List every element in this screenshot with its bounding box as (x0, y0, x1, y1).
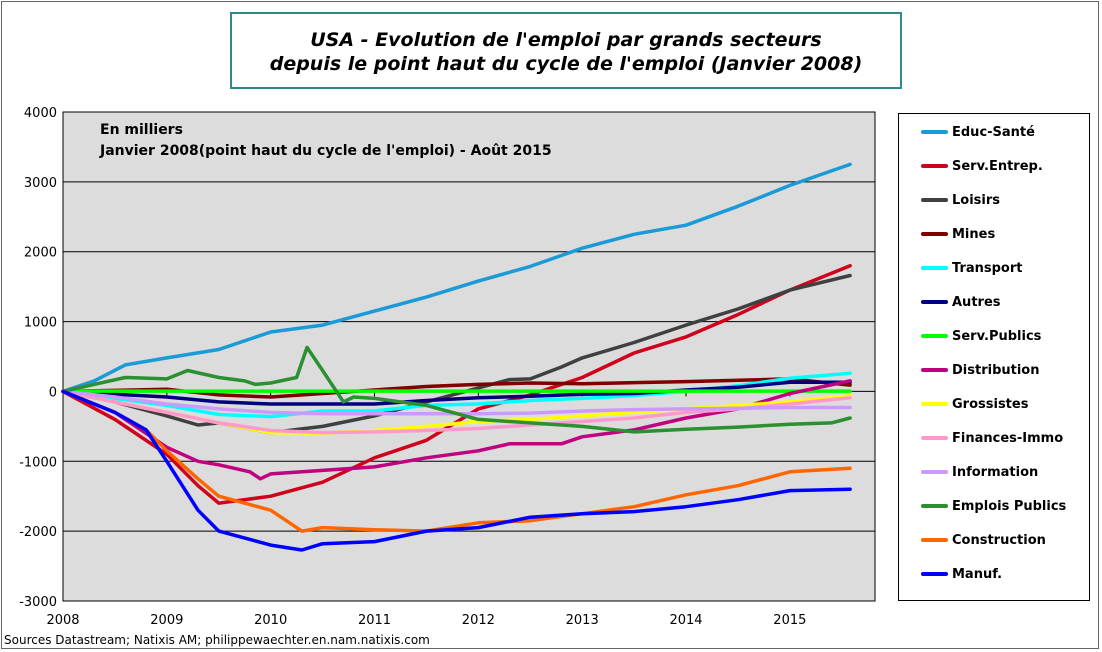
legend-swatch (921, 368, 948, 372)
series-line-serv-entrep- (61, 263, 852, 505)
legend-label: Finances-Immo (952, 430, 1064, 446)
legend-label: Transport (952, 260, 1023, 276)
chart-title-line-1: USA - Evolution de l'emploi par grands s… (310, 29, 822, 51)
legend-item: Mines (921, 226, 996, 242)
series-line-emplois-publics (61, 345, 852, 434)
legend-item: Loisirs (921, 192, 1001, 208)
y-tick-label: -2000 (19, 525, 57, 540)
series-line-construction (61, 389, 852, 533)
legend-item: Finances-Immo (921, 430, 1064, 446)
legend-label: Emplois Publics (952, 498, 1067, 514)
legend-swatch (921, 232, 948, 236)
y-tick-label: 3000 (24, 176, 57, 191)
legend-label: Loisirs (952, 192, 1001, 208)
legend-label: Manuf. (952, 566, 1003, 582)
x-tick-label: 2008 (46, 613, 79, 628)
series-line-finances-immo (61, 389, 852, 435)
legend-label: Construction (952, 532, 1046, 548)
series-line-educ-sant- (61, 162, 852, 394)
legend-swatch (921, 266, 948, 270)
annotation-unit: En milliers (100, 122, 183, 138)
legend-swatch (921, 300, 948, 304)
y-tick-label: 2000 (24, 246, 57, 261)
x-tick-label: 2011 (358, 613, 391, 628)
series-line-loisirs (61, 273, 852, 435)
legend-swatch (921, 538, 948, 542)
legend-item: Emplois Publics (921, 498, 1067, 514)
chart-title-line-2: depuis le point haut du cycle de l'emplo… (269, 53, 863, 75)
legend-label: Serv.Publics (952, 328, 1042, 344)
x-tick-label: 2010 (254, 613, 287, 628)
legend-label: Grossistes (952, 396, 1029, 412)
legend-label: Information (952, 464, 1039, 480)
legend-item: Manuf. (921, 566, 1003, 582)
x-tick-label: 2009 (150, 613, 183, 628)
y-tick-label: 4000 (24, 106, 57, 121)
legend-swatch (921, 334, 948, 338)
legend-item: Serv.Publics (921, 328, 1042, 344)
y-tick-label: -3000 (19, 595, 57, 610)
series-line-mines (61, 377, 852, 399)
legend-item: Educ-Santé (921, 124, 1035, 140)
legend-label: Serv.Entrep. (952, 158, 1043, 174)
legend-swatch (921, 572, 948, 576)
legend-item: Serv.Entrep. (921, 158, 1043, 174)
plot-area (62, 111, 876, 602)
y-tick-label: -1000 (19, 455, 57, 470)
legend-item: Autres (921, 294, 1001, 310)
legend-swatch (921, 164, 948, 168)
legend-label: Autres (952, 294, 1001, 310)
x-tick-label: 2013 (566, 613, 599, 628)
legend-swatch (921, 198, 948, 202)
legend-item: Construction (921, 532, 1046, 548)
annotation-period: Janvier 2008(point haut du cycle de l'em… (99, 143, 552, 159)
x-tick-label: 2015 (773, 613, 806, 628)
x-tick-label: 2012 (462, 613, 495, 628)
chart-title-box: USA - Evolution de l'emploi par grands s… (230, 12, 902, 89)
source-note: Sources Datastream; Natixis AM; philippe… (4, 633, 430, 647)
legend: Educ-Santé Serv.Entrep. Loisirs Mines Transp… (898, 113, 1090, 601)
series-line-autres (61, 380, 852, 406)
series-line-distribution (61, 379, 852, 481)
legend-swatch (921, 470, 948, 474)
legend-item: Transport (921, 260, 1023, 276)
legend-label: Educ-Santé (952, 124, 1035, 140)
legend-swatch (921, 504, 948, 508)
y-tick-label: 1000 (24, 316, 57, 331)
legend-label: Mines (952, 226, 996, 242)
legend-item: Distribution (921, 362, 1040, 378)
y-tick-label: 0 (49, 385, 57, 400)
legend-swatch (921, 402, 948, 406)
x-tick-label: 2014 (669, 613, 702, 628)
legend-item: Information (921, 464, 1039, 480)
legend-swatch (921, 130, 948, 134)
legend-label: Distribution (952, 362, 1040, 378)
series-line-manuf- (61, 389, 852, 552)
legend-swatch (921, 436, 948, 440)
legend-item: Grossistes (921, 396, 1029, 412)
